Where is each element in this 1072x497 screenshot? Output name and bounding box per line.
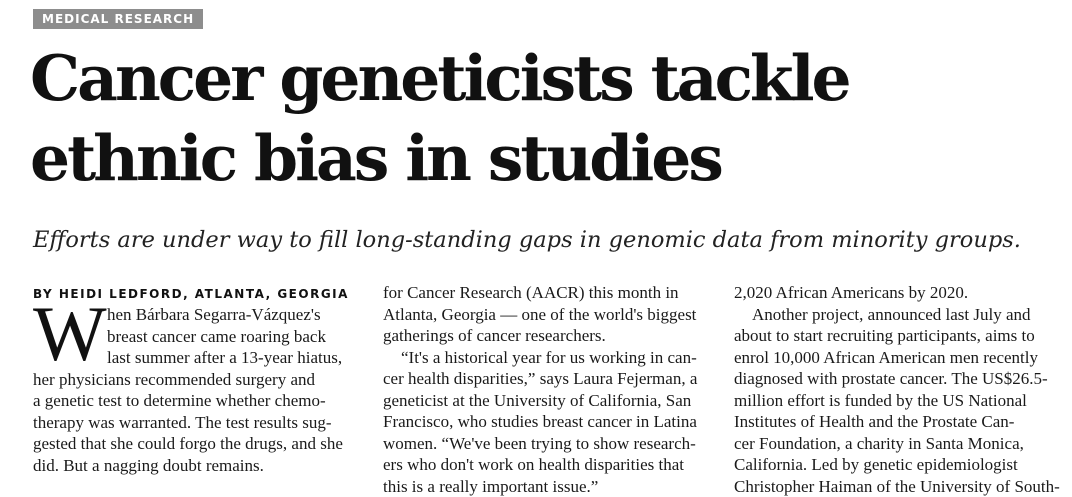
text-line: “It's a historical year for us working i… xyxy=(383,347,713,369)
text-line: therapy was warranted. The test results … xyxy=(33,412,363,434)
text-line: Another project, announced last July and xyxy=(734,304,1069,326)
text-line: this is a really important issue.” xyxy=(383,476,713,497)
headline: Cancer geneticists tackle ethnic bias in… xyxy=(30,38,1070,198)
text-line: 2,020 African Americans by 2020. xyxy=(734,282,1069,304)
paragraph: for Cancer Research (AACR) this month in… xyxy=(383,282,713,347)
headline-line: Cancer geneticists tackle xyxy=(30,38,1070,118)
text-line: for Cancer Research (AACR) this month in xyxy=(383,282,713,304)
text-line: gatherings of cancer researchers. xyxy=(383,325,713,347)
text-line: did. But a nagging doubt remains. xyxy=(33,455,363,477)
text-line: a genetic test to determine whether chem… xyxy=(33,390,363,412)
headline-line: ethnic bias in studies xyxy=(30,118,1070,198)
text-line: enrol 10,000 African American men recent… xyxy=(734,347,1069,369)
text-line: gested that she could forgo the drugs, a… xyxy=(33,433,363,455)
section-label: MEDICAL RESEARCH xyxy=(33,9,203,29)
text-line: women. “We've been trying to show resear… xyxy=(383,433,713,455)
text-line: Francisco, who studies breast cancer in … xyxy=(383,411,713,433)
standfirst: Efforts are under way to fill long-stand… xyxy=(33,224,1068,256)
article-column-1: BY HEIDI LEDFORD, ATLANTA, GEORGIA W hen… xyxy=(33,282,363,476)
text-line: about to start recruiting participants, … xyxy=(734,325,1069,347)
text-line: Atlanta, Georgia — one of the world's bi… xyxy=(383,304,713,326)
paragraph: “It's a historical year for us working i… xyxy=(383,347,713,497)
drop-cap: W xyxy=(33,300,107,368)
article-column-3: 2,020 African Americans by 2020. Another… xyxy=(734,282,1069,497)
text-line: diagnosed with prostate cancer. The US$2… xyxy=(734,368,1069,390)
text-line: geneticist at the University of Californ… xyxy=(383,390,713,412)
text-line: cer health disparities,” says Laura Feje… xyxy=(383,368,713,390)
opening-paragraph: W hen Bárbara Segarra-Vázquez's breast c… xyxy=(33,304,363,476)
text-line: cer Foundation, a charity in Santa Monic… xyxy=(734,433,1069,455)
paragraph: Another project, announced last July and… xyxy=(734,304,1069,497)
text-line: million effort is funded by the US Natio… xyxy=(734,390,1069,412)
text-line: Institutes of Health and the Prostate Ca… xyxy=(734,411,1069,433)
paragraph: 2,020 African Americans by 2020. xyxy=(734,282,1069,304)
article-column-2: for Cancer Research (AACR) this month in… xyxy=(383,282,713,497)
text-line: Christopher Haiman of the University of … xyxy=(734,476,1069,497)
text-line: ers who don't work on health disparities… xyxy=(383,454,713,476)
text-line: California. Led by genetic epidemiologis… xyxy=(734,454,1069,476)
